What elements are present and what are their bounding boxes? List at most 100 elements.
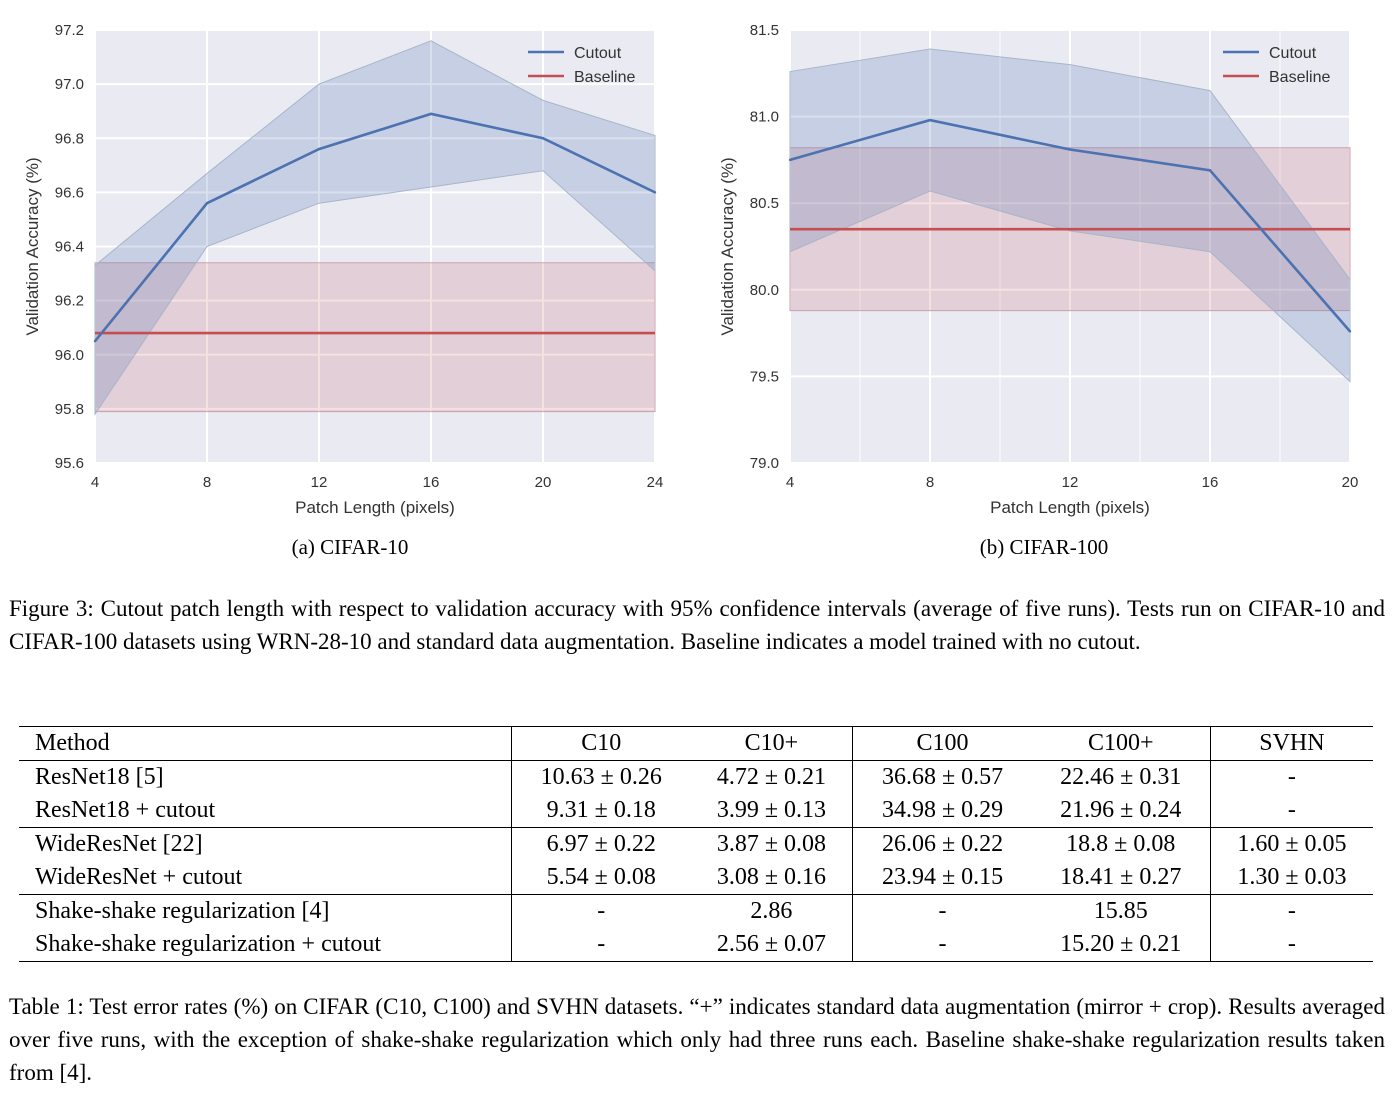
table-row: WideResNet + cutout 5.54 ± 0.08 3.08 ± 0… <box>19 861 1373 895</box>
y-tick-label: 96.2 <box>55 293 84 310</box>
cell-c10plus: 3.99 ± 0.13 <box>716 797 826 823</box>
y-tick-label: 80.5 <box>750 195 779 212</box>
y-tick-label: 81.0 <box>750 109 779 126</box>
table-row: Shake-shake regularization + cutout - 2.… <box>19 928 1373 962</box>
cell-method: ResNet18 + cutout <box>35 797 216 823</box>
cell-svhn: 1.30 ± 0.03 <box>1209 861 1373 895</box>
cell-c10: 6.97 ± 0.22 <box>511 827 691 861</box>
y-axis-label: Validation Accuracy (%) <box>718 157 737 335</box>
cell-svhn: - <box>1209 894 1373 928</box>
cell-svhn: - <box>1209 760 1373 794</box>
legend-baseline-label: Baseline <box>574 69 635 86</box>
y-tick-label: 97.2 <box>55 22 84 39</box>
cutout-point <box>653 191 657 194</box>
cutout-point <box>788 158 792 162</box>
cutout-point <box>93 340 97 343</box>
cell-c100plus: 22.46 ± 0.31 <box>1060 764 1182 790</box>
cell-c10plus: 4.72 ± 0.21 <box>716 764 826 790</box>
cell-c10: 5.54 ± 0.08 <box>511 861 691 895</box>
subcaption-a: (a) CIFAR-10 <box>291 535 409 559</box>
cell-c100plus: 15.20 ± 0.21 <box>1060 931 1182 957</box>
x-tick-label: 8 <box>926 474 934 491</box>
table-row: ResNet18 [5] 10.63 ± 0.26 4.72 ± 0.21 36… <box>19 760 1373 794</box>
cutout-point <box>928 118 932 122</box>
cell-c10plus: 2.56 ± 0.07 <box>716 931 826 957</box>
cell-c100: 36.68 ± 0.57 <box>852 760 1032 794</box>
x-tick-label: 4 <box>91 474 99 491</box>
x-tick-label: 24 <box>647 474 664 491</box>
table-caption: Table 1: Test error rates (%) on CIFAR (… <box>9 994 1385 1085</box>
y-tick-label: 80.0 <box>750 282 779 299</box>
cell-c10: 9.31 ± 0.18 <box>511 794 691 828</box>
header-c10plus: C10+ <box>744 730 799 756</box>
cutout-confidence-band <box>94 40 656 416</box>
cell-c100plus: 18.41 ± 0.27 <box>1060 864 1182 890</box>
x-axis-label: Patch Length (pixels) <box>295 498 455 517</box>
header-c100plus: C100+ <box>1087 730 1154 756</box>
x-tick-label: 4 <box>786 474 794 491</box>
cell-svhn: - <box>1209 928 1373 962</box>
cell-c10plus: 3.87 ± 0.08 <box>716 831 826 857</box>
header-c10: C10 <box>511 726 691 761</box>
cutout-line <box>93 112 656 343</box>
legend-cutout-label: Cutout <box>1269 45 1317 62</box>
header-method: Method <box>35 730 110 756</box>
cell-c100: - <box>852 894 1032 928</box>
legend-baseline-label: Baseline <box>1269 69 1330 86</box>
cell-c100plus: 15.85 <box>1093 898 1148 924</box>
subcaption-b: (b) CIFAR-100 <box>979 535 1109 559</box>
cell-c10: 10.63 ± 0.26 <box>511 760 691 794</box>
cell-method: Shake-shake regularization + cutout <box>35 931 382 957</box>
y-tick-label: 96.4 <box>55 239 84 256</box>
x-tick-label: 12 <box>311 474 328 491</box>
charts-canvas: 4 8 12 16 20 24 95.6 95.8 96.0 96.2 96.4 96.6 96.8 97… <box>23 22 1358 517</box>
y-tick-label: 96.0 <box>55 347 84 364</box>
results-table: Method C10 C10+ C100 C100+ SVHN ResNet18… <box>19 726 1373 962</box>
cell-method: WideResNet + cutout <box>35 864 243 890</box>
cell-method: WideResNet [22] <box>35 831 203 857</box>
y-tick-label: 95.8 <box>55 401 84 418</box>
cell-c10: - <box>511 928 691 962</box>
y-tick-label: 79.5 <box>750 368 779 385</box>
cell-svhn: 1.60 ± 0.05 <box>1209 827 1373 861</box>
x-tick-label: 20 <box>1342 474 1359 491</box>
figure-caption: Figure 3: Cutout patch length with respe… <box>9 596 1385 654</box>
cell-c100: 34.98 ± 0.29 <box>852 794 1032 828</box>
y-tick-label: 96.6 <box>55 184 84 201</box>
header-c100: C100 <box>852 726 1032 761</box>
y-tick-label: 96.8 <box>55 130 84 147</box>
y-axis-label: Validation Accuracy (%) <box>23 157 42 335</box>
cell-c10plus: 2.86 <box>750 898 793 924</box>
cutout-point <box>1208 169 1212 172</box>
cell-method: Shake-shake regularization [4] <box>35 898 330 924</box>
cell-c10plus: 3.08 ± 0.16 <box>716 864 826 890</box>
x-axis-label: Patch Length (pixels) <box>990 498 1150 517</box>
cutout-point <box>1348 330 1352 333</box>
cell-svhn: - <box>1209 794 1373 828</box>
cutout-point <box>317 147 321 151</box>
cutout-point <box>1068 148 1072 151</box>
table-row: WideResNet [22] 6.97 ± 0.22 3.87 ± 0.08 … <box>19 827 1373 861</box>
cell-c100plus: 21.96 ± 0.24 <box>1060 797 1182 823</box>
cutout-point <box>205 202 209 205</box>
x-tick-label: 16 <box>1202 474 1219 491</box>
cell-c10: - <box>511 894 691 928</box>
legend-cutout-label: Cutout <box>574 45 622 62</box>
cell-c100: - <box>852 928 1032 962</box>
cell-c100: 26.06 ± 0.22 <box>852 827 1032 861</box>
table-row: ResNet18 + cutout 9.31 ± 0.18 3.99 ± 0.1… <box>19 794 1373 828</box>
cutout-confidence-band <box>789 48 1351 383</box>
x-tick-label: 8 <box>203 474 211 491</box>
cutout-point <box>429 112 433 116</box>
x-tick-label: 12 <box>1062 474 1079 491</box>
cell-c100plus: 18.8 ± 0.08 <box>1066 831 1176 857</box>
x-tick-label: 16 <box>423 474 440 491</box>
chart-cifar100: 4 8 12 16 20 79.0 79.5 80.0 80.5 81.0 81.5 Patch Le… <box>718 22 1358 517</box>
cell-method: ResNet18 [5] <box>35 764 164 790</box>
y-tick-label: 97.0 <box>55 76 84 93</box>
header-svhn: SVHN <box>1209 726 1373 761</box>
y-tick-label: 95.6 <box>55 455 84 472</box>
table-row: Shake-shake regularization [4] - 2.86 - … <box>19 894 1373 928</box>
cell-c100: 23.94 ± 0.15 <box>852 861 1032 895</box>
chart-cifar10: 4 8 12 16 20 24 95.6 95.8 96.0 96.2 96.4 96.6 96.8 97… <box>23 22 663 517</box>
